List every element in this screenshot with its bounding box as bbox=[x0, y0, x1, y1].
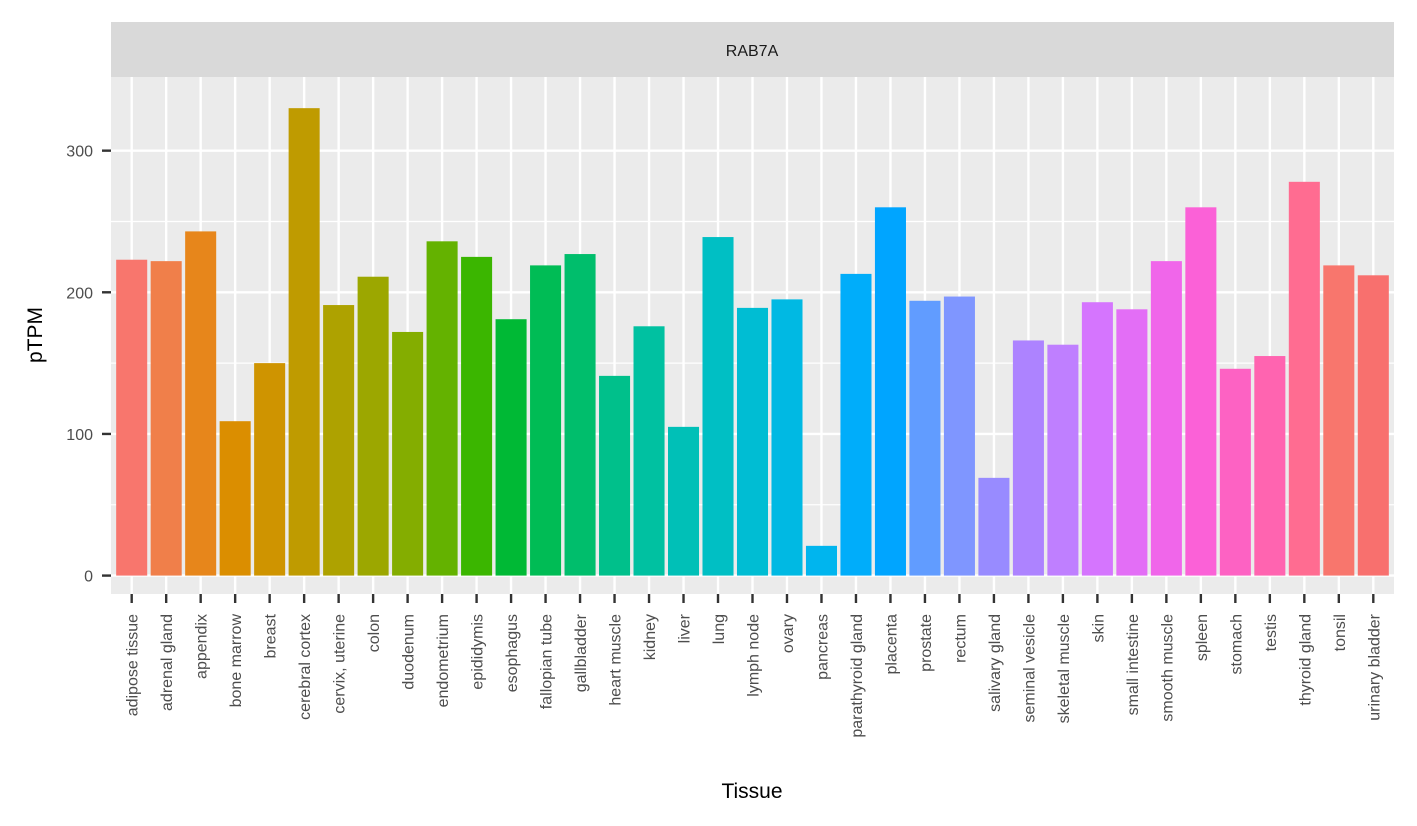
bar bbox=[943, 296, 975, 576]
bar bbox=[1150, 261, 1182, 576]
x-tick-label: skeletal muscle bbox=[1056, 614, 1073, 723]
bar bbox=[1254, 356, 1286, 576]
bar bbox=[461, 256, 493, 576]
bar bbox=[978, 477, 1010, 576]
x-tick-label: parathyroid gland bbox=[849, 614, 866, 738]
x-tick-label: prostate bbox=[918, 614, 935, 672]
x-tick-label: epididymis bbox=[470, 614, 487, 690]
facet-label: RAB7A bbox=[726, 43, 779, 60]
bar bbox=[564, 254, 596, 576]
x-tick-label: appendix bbox=[194, 614, 211, 679]
bar bbox=[357, 276, 389, 576]
bar bbox=[633, 326, 665, 576]
x-axis-title: Tissue bbox=[721, 780, 782, 803]
x-tick-label: salivary gland bbox=[987, 614, 1004, 712]
y-axis-title: pTPM bbox=[24, 307, 47, 363]
x-tick-label: endometrium bbox=[435, 614, 452, 707]
x-tick-label: testis bbox=[1263, 614, 1280, 651]
x-tick-label: fallopian tube bbox=[539, 614, 556, 709]
bar bbox=[909, 300, 941, 576]
bar bbox=[1185, 207, 1217, 576]
x-tick-label: rectum bbox=[952, 614, 969, 663]
x-tick-label: ovary bbox=[780, 614, 797, 653]
x-tick-label: breast bbox=[263, 613, 280, 658]
x-tick-label: adipose tissue bbox=[125, 614, 142, 716]
x-tick-label: adrenal gland bbox=[159, 614, 176, 711]
bar bbox=[874, 207, 906, 576]
x-tick-label: heart muscle bbox=[608, 614, 625, 706]
facet-strip bbox=[111, 22, 1394, 77]
y-tick-label: 0 bbox=[84, 569, 93, 586]
bar bbox=[426, 241, 458, 576]
x-tick-label: gallbladder bbox=[573, 613, 590, 692]
bar bbox=[392, 331, 424, 576]
x-tick-label: kidney bbox=[642, 614, 659, 660]
x-tick-label: seminal vesicle bbox=[1021, 614, 1038, 723]
x-tick-label: duodenum bbox=[401, 614, 418, 690]
bars bbox=[116, 108, 1389, 576]
bar bbox=[150, 261, 182, 576]
x-tick-label: urinary bladder bbox=[1366, 613, 1383, 720]
bar bbox=[1012, 340, 1044, 576]
bar bbox=[288, 108, 320, 576]
bar bbox=[1047, 344, 1079, 576]
x-tick-label: stomach bbox=[1228, 614, 1245, 674]
bar bbox=[1116, 309, 1148, 576]
x-axis: adipose tissue adrenal gland appendix bone … bbox=[125, 594, 1383, 738]
bar bbox=[702, 237, 734, 576]
bar bbox=[1219, 368, 1251, 576]
x-tick-label: thyroid gland bbox=[1297, 614, 1314, 706]
x-tick-label: cerebral cortex bbox=[297, 614, 314, 720]
x-tick-label: placenta bbox=[883, 614, 900, 675]
y-tick-label: 100 bbox=[66, 427, 93, 444]
x-tick-label: lymph node bbox=[746, 614, 763, 697]
x-tick-label: skin bbox=[1090, 614, 1107, 642]
bar bbox=[771, 299, 803, 576]
bar bbox=[1357, 275, 1389, 576]
x-tick-label: pancreas bbox=[814, 614, 831, 680]
y-tick-label: 300 bbox=[66, 144, 93, 161]
x-tick-label: colon bbox=[366, 614, 383, 652]
bar bbox=[1323, 265, 1355, 576]
bar bbox=[323, 305, 355, 576]
y-axis: 0 100 200 300 bbox=[66, 144, 111, 586]
x-tick-label: spleen bbox=[1194, 614, 1211, 661]
x-tick-label: bone marrow bbox=[228, 614, 245, 708]
bar bbox=[805, 545, 837, 576]
bar bbox=[599, 375, 631, 576]
x-tick-label: esophagus bbox=[504, 614, 521, 692]
x-tick-label: small intestine bbox=[1125, 614, 1142, 715]
x-tick-label: cervix, uterine bbox=[332, 614, 349, 714]
bar bbox=[736, 307, 769, 576]
x-tick-label: liver bbox=[677, 613, 694, 643]
bar bbox=[495, 319, 527, 576]
bar bbox=[840, 273, 872, 576]
x-tick-label: lung bbox=[711, 614, 728, 644]
y-tick-label: 200 bbox=[66, 285, 93, 302]
x-tick-label: tonsil bbox=[1332, 614, 1349, 651]
bar bbox=[1081, 302, 1113, 576]
bar bbox=[530, 265, 562, 576]
bar bbox=[668, 426, 700, 576]
bar bbox=[254, 363, 286, 576]
bar bbox=[185, 231, 217, 576]
bar bbox=[219, 421, 251, 576]
x-tick-label: smooth muscle bbox=[1159, 614, 1176, 722]
bar bbox=[1288, 181, 1320, 576]
bar bbox=[116, 259, 148, 576]
